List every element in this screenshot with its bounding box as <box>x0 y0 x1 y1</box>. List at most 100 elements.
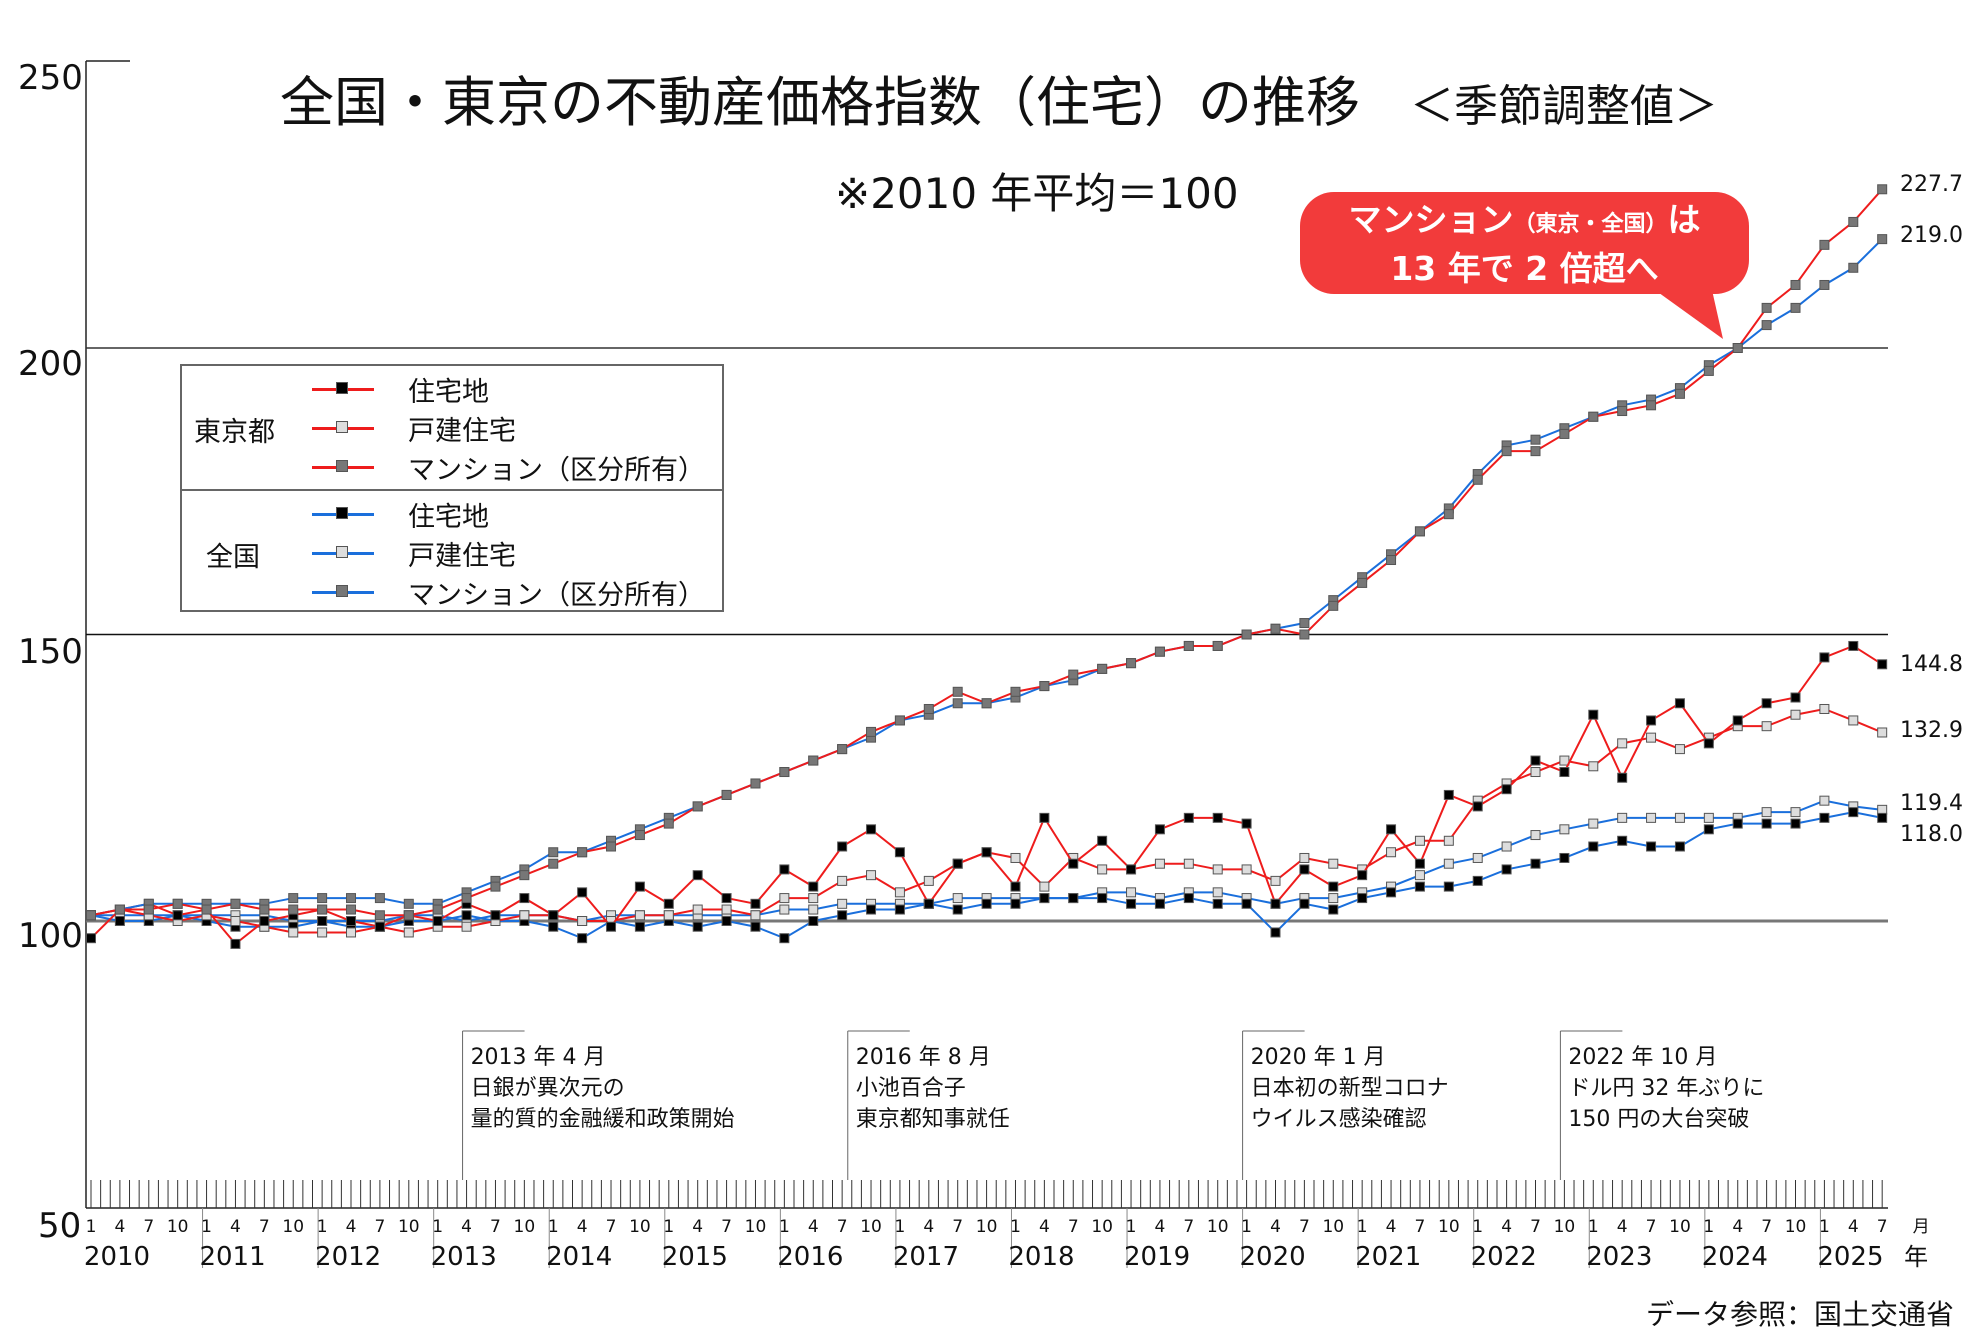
data-point-tokyo-land <box>952 858 963 869</box>
legend-group-name: 全国 <box>206 542 260 573</box>
data-point-national-mansion <box>1819 279 1830 290</box>
month-tick-label: 4 <box>1386 1217 1397 1237</box>
data-point-tokyo-mansion <box>1588 411 1599 422</box>
data-point-national-house <box>837 898 848 909</box>
data-point-national-land <box>1183 893 1194 904</box>
legend: 東京都 住宅地 戸建住宅 マンション（区分所有） 全国 住宅地 戸建住宅 マンシ… <box>180 364 724 612</box>
event-annotation: 2016 年 8 月小池百合子 東京都知事就任 <box>856 1042 1010 1135</box>
chart-title: 全国・東京の不動産価格指数（住宅）の推移 ＜季節調整値＞ <box>280 58 1718 137</box>
data-point-tokyo-mansion <box>923 703 934 714</box>
month-tick-label: 4 <box>114 1217 125 1237</box>
data-point-national-mansion <box>1877 234 1888 245</box>
series-line-national-land <box>90 811 1883 940</box>
month-tick-label: 10 <box>514 1217 536 1237</box>
data-point-tokyo-land <box>1819 652 1830 663</box>
data-point-tokyo-mansion <box>317 904 328 915</box>
data-point-national-land <box>1559 852 1570 863</box>
year-label: 2014 <box>546 1242 612 1272</box>
data-point-tokyo-mansion <box>374 910 385 921</box>
data-point-national-land <box>1646 841 1657 852</box>
month-tick-label: 4 <box>1617 1217 1628 1237</box>
data-point-tokyo-land <box>1703 738 1714 749</box>
callout-text-c: は <box>1667 200 1701 239</box>
legend-label: マンション（区分所有） <box>408 579 705 611</box>
data-point-tokyo-land <box>1790 692 1801 703</box>
data-point-national-land <box>1097 893 1108 904</box>
data-point-tokyo-house <box>1819 703 1830 714</box>
end-label-national-mansion: 219.0 <box>1900 223 1963 248</box>
year-label: 2018 <box>1008 1242 1074 1272</box>
data-point-tokyo-land <box>346 916 357 926</box>
data-point-tokyo-mansion <box>1877 184 1888 195</box>
data-point-national-house <box>1819 795 1830 806</box>
data-point-tokyo-mansion <box>1386 555 1397 566</box>
legend-item: 戸建住宅 <box>312 409 516 447</box>
data-point-national-land <box>837 910 848 921</box>
data-point-tokyo-mansion <box>894 715 905 726</box>
y-tick-label: 200 <box>18 344 83 384</box>
month-tick-label: 1 <box>1703 1217 1714 1237</box>
data-point-national-house <box>1501 841 1512 852</box>
data-point-national-land <box>634 921 645 932</box>
data-point-tokyo-mansion <box>1732 343 1743 353</box>
year-label: 2013 <box>431 1242 497 1272</box>
data-point-tokyo-land <box>1877 659 1888 670</box>
data-point-tokyo-house <box>837 875 848 886</box>
month-tick-label: 1 <box>432 1217 443 1237</box>
annotation-line: 東京都知事就任 <box>855 1107 1010 1132</box>
data-point-tokyo-land <box>490 910 501 921</box>
data-point-tokyo-land <box>634 881 645 892</box>
month-tick-label: 1 <box>663 1217 674 1237</box>
month-tick-label: 7 <box>490 1217 501 1237</box>
data-point-tokyo-mansion <box>1357 577 1368 588</box>
year-label: 2023 <box>1586 1242 1652 1272</box>
end-label-national-land: 118.0 <box>1900 822 1963 847</box>
data-point-tokyo-house <box>692 904 703 915</box>
month-tick-label: 10 <box>1322 1217 1344 1237</box>
data-point-national-land <box>1530 858 1541 869</box>
month-tick-label: 7 <box>606 1217 617 1237</box>
year-label: 2011 <box>199 1242 265 1272</box>
month-tick-label: 1 <box>1819 1217 1830 1237</box>
data-point-tokyo-land <box>1386 824 1397 835</box>
data-point-tokyo-land <box>750 898 761 909</box>
data-point-tokyo-land <box>230 938 241 949</box>
month-tick-label: 4 <box>692 1217 703 1237</box>
data-point-national-land <box>894 904 905 915</box>
year-label: 2020 <box>1240 1242 1306 1272</box>
data-point-national-house <box>1559 824 1570 835</box>
data-point-national-land <box>1357 893 1368 904</box>
data-point-tokyo-mansion <box>519 870 530 881</box>
data-source: データ参照：国土交通省 <box>1645 1298 1954 1331</box>
data-point-tokyo-mansion <box>114 904 125 915</box>
data-point-tokyo-house <box>1559 755 1570 766</box>
data-point-tokyo-land <box>663 898 674 909</box>
event-annotation: 2013 年 4 月日銀が異次元の 量的質的金融緩和政策開始 <box>471 1042 735 1135</box>
data-point-national-house <box>952 893 963 904</box>
data-point-tokyo-land <box>606 921 617 932</box>
data-point-tokyo-land <box>1588 709 1599 720</box>
year-label: 2016 <box>777 1242 843 1272</box>
month-tick-label: 7 <box>1183 1217 1194 1237</box>
month-tick-label: 10 <box>1091 1217 1113 1237</box>
data-point-national-mansion <box>1761 320 1772 331</box>
data-point-tokyo-house <box>1443 835 1454 846</box>
data-point-national-house <box>1703 812 1714 823</box>
y-tick-label: 150 <box>18 632 83 672</box>
data-point-tokyo-land <box>721 893 732 904</box>
month-tick-label: 1 <box>1241 1217 1252 1237</box>
annotation-line: 2020 年 1 月 <box>1250 1045 1386 1070</box>
data-point-tokyo-house <box>894 887 905 898</box>
event-annotation: 2020 年 1 月日本初の新型コロナ ウイルス感染確認 <box>1251 1042 1449 1135</box>
data-point-tokyo-house <box>1154 858 1165 869</box>
subtitle-text: ＜季節調整値＞ <box>1410 81 1718 132</box>
data-point-national-land <box>1386 887 1397 898</box>
data-point-national-land <box>981 898 992 909</box>
legend-label: 住宅地 <box>408 376 489 408</box>
legend-label: 戸建住宅 <box>408 415 516 447</box>
data-point-tokyo-mansion <box>808 755 819 766</box>
data-point-national-land <box>952 904 963 915</box>
data-point-tokyo-mansion <box>1674 388 1685 399</box>
data-point-national-land <box>461 910 472 921</box>
annotation-line: ウイルス感染確認 <box>1250 1107 1427 1132</box>
